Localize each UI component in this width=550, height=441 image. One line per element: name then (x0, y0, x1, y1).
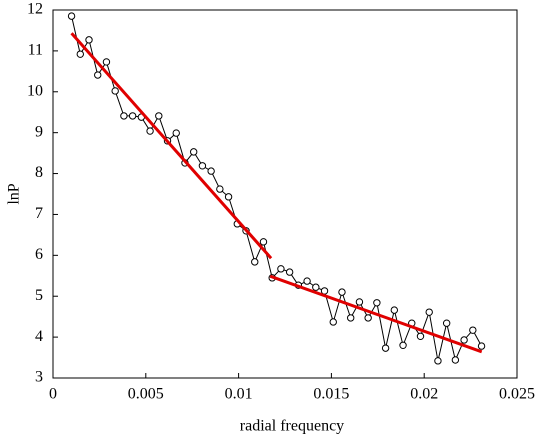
fit-line (269, 274, 483, 354)
y-tick-label: 3 (35, 369, 43, 386)
data-point (303, 277, 311, 285)
data-point (399, 341, 407, 349)
data-point (329, 318, 337, 326)
y-tick-label: 4 (35, 328, 43, 345)
y-tick-label: 8 (35, 164, 43, 181)
data-point (347, 314, 355, 322)
y-tick-label: 9 (35, 123, 43, 140)
data-point (320, 287, 329, 295)
data-point (120, 112, 128, 120)
data-point (146, 127, 154, 135)
data-point (477, 342, 486, 350)
data-point (172, 129, 180, 137)
data-point (94, 71, 102, 79)
data-point (155, 112, 163, 120)
data-point (76, 50, 84, 58)
data-point (128, 112, 137, 120)
data-point (364, 314, 372, 322)
data-point (425, 308, 433, 316)
data-point (102, 58, 111, 66)
data-point (355, 298, 364, 306)
data-point (460, 336, 468, 344)
y-axis-label: lnP (6, 183, 23, 204)
data-point (469, 326, 477, 334)
x-tick-label: 0 (49, 386, 57, 403)
data-point (338, 288, 346, 296)
data-point (277, 265, 285, 273)
data-point (434, 357, 442, 365)
data-point (216, 185, 224, 193)
x-tick-label: 0.02 (410, 386, 438, 403)
data-point (390, 306, 399, 314)
data-point (312, 283, 320, 291)
y-tick-label: 6 (35, 246, 43, 263)
x-tick-label: 0.015 (313, 386, 349, 403)
data-point (251, 258, 259, 266)
data-line (71, 16, 482, 362)
data-point (442, 319, 451, 327)
x-tick-label: 0.01 (225, 386, 253, 403)
y-tick-label: 12 (27, 1, 43, 18)
data-point (373, 299, 381, 307)
data-point (259, 238, 268, 246)
y-tick-label: 10 (27, 82, 43, 99)
data-point (198, 162, 207, 170)
data-point (111, 87, 119, 95)
data-point (207, 167, 215, 175)
data-point (451, 356, 460, 364)
fit-line (70, 32, 273, 260)
y-tick-label: 11 (28, 42, 43, 59)
y-tick-label: 7 (35, 205, 43, 222)
x-tick-label: 0.005 (128, 386, 164, 403)
data-point (189, 148, 198, 156)
data-point (416, 332, 425, 340)
y-tick-label: 5 (35, 287, 43, 304)
data-point (285, 268, 294, 276)
plot-frame (52, 9, 518, 379)
x-axis-label: radial frequency (240, 418, 344, 435)
data-point (381, 344, 390, 352)
data-point (224, 193, 233, 201)
data-point (85, 36, 93, 44)
data-point (67, 12, 76, 20)
x-tick-label: 0.025 (499, 386, 535, 403)
